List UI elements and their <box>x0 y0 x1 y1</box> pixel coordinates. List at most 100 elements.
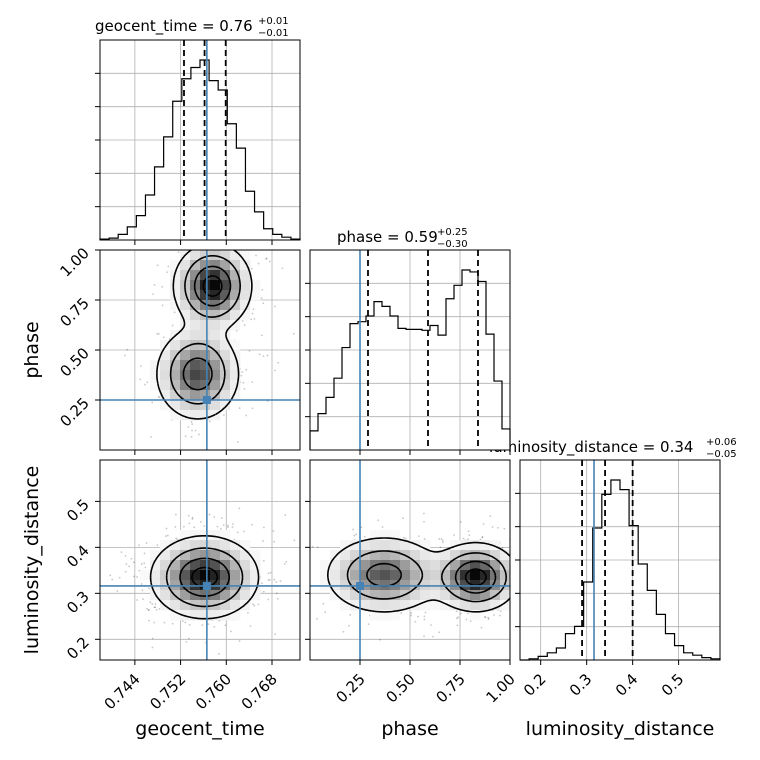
ylabel-phase: phase <box>21 321 43 378</box>
density-phase-vs-luminosity-distance-cell-5-10 <box>360 560 371 571</box>
density-geocent-time-vs-luminosity-distance-cell-10-14 <box>200 600 211 611</box>
density-geocent-time-vs-phase-sample-604 <box>258 353 261 356</box>
density-geocent-time-vs-luminosity-distance-sample-65 <box>300 551 302 553</box>
yticklabel-phase-2: 0.75 <box>56 294 92 330</box>
density-geocent-time-vs-phase-cell-12-9 <box>220 340 231 351</box>
density-phase-vs-luminosity-distance-cell-6-14 <box>370 600 381 611</box>
density-phase-vs-luminosity-distance-sample-227 <box>513 587 515 589</box>
density-phase-vs-luminosity-distance-cell-10-9 <box>410 550 421 561</box>
density-geocent-time-vs-luminosity-distance-sample-334 <box>118 576 121 579</box>
density-phase-vs-luminosity-distance-sample-544 <box>423 538 426 540</box>
density-geocent-time-vs-luminosity-distance-sample-404 <box>120 551 123 553</box>
density-geocent-time-vs-phase-sample-239 <box>157 332 160 335</box>
density-geocent-time-vs-phase-cell-12-6 <box>220 310 231 321</box>
density-geocent-time-vs-phase-sample-331 <box>251 407 254 410</box>
density-geocent-time-vs-phase-sample-627 <box>208 420 211 423</box>
density-geocent-time-vs-luminosity-distance-cell-6-10 <box>160 560 171 571</box>
density-geocent-time-vs-luminosity-distance-cell-7-15 <box>170 610 181 621</box>
density-geocent-time-vs-luminosity-distance-sample-150 <box>222 524 225 526</box>
density-geocent-time-vs-phase-sample-631 <box>151 401 154 404</box>
density-geocent-time-vs-phase-cell-8-13 <box>180 380 191 391</box>
density-geocent-time-vs-luminosity-distance-sample-41 <box>227 526 229 529</box>
density-geocent-time-vs-luminosity-distance-cell-11-12 <box>210 580 221 591</box>
density-geocent-time-vs-luminosity-distance-sample-178 <box>132 561 135 564</box>
density-geocent-time-vs-luminosity-distance-cell-7-9 <box>170 550 181 561</box>
density-geocent-time-vs-phase-cell-12-10 <box>220 350 231 361</box>
density-phase-vs-luminosity-distance-sample-296 <box>418 535 420 538</box>
density-geocent-time-vs-luminosity-distance-cell-9-11 <box>190 570 201 581</box>
hist-geocent-time-frame <box>99 39 301 241</box>
density-geocent-time-vs-phase-cell-13-11 <box>230 360 241 371</box>
density-geocent-time-vs-luminosity-distance-sample-613 <box>238 640 241 642</box>
density-geocent-time-vs-luminosity-distance-sample-322 <box>219 527 222 530</box>
density-phase-vs-luminosity-distance-cell-13-13 <box>440 590 451 601</box>
density-geocent-time-vs-luminosity-distance-cell-8-13 <box>180 590 191 601</box>
title-luminosity-distance-minus: −0.05 <box>706 449 737 460</box>
density-geocent-time-vs-phase-content <box>100 250 300 450</box>
density-geocent-time-vs-luminosity-distance-cell-7-10 <box>170 560 181 571</box>
density-geocent-time-vs-phase-sample-637 <box>251 312 254 315</box>
density-geocent-time-vs-luminosity-distance-sample-282 <box>275 581 278 583</box>
density-phase-vs-luminosity-distance-cell-2-13 <box>330 590 341 601</box>
density-geocent-time-vs-phase-cell-12-0 <box>220 250 231 261</box>
density-geocent-time-vs-phase-cell-13-2 <box>230 270 241 281</box>
density-phase-vs-luminosity-distance-sample-681 <box>379 638 382 641</box>
density-phase-vs-luminosity-distance-sample-524 <box>481 536 484 539</box>
density-phase-vs-luminosity-distance-cell-3-14 <box>340 600 351 611</box>
density-geocent-time-vs-luminosity-distance-cell-11-7 <box>210 530 221 541</box>
density-phase-vs-luminosity-distance-cell-5-14 <box>360 600 371 611</box>
density-geocent-time-vs-phase-sample-49 <box>237 441 239 443</box>
density-geocent-time-vs-luminosity-distance-cell-11-9 <box>210 550 221 561</box>
density-geocent-time-vs-luminosity-distance-sample-22 <box>125 563 128 566</box>
density-geocent-time-vs-luminosity-distance-sample-585 <box>187 514 190 517</box>
density-geocent-time-vs-luminosity-distance-sample-98 <box>208 513 211 516</box>
xticklabel-phase-2: 0.75 <box>432 670 468 706</box>
density-geocent-time-vs-phase-cell-9-8 <box>190 330 201 341</box>
density-phase-vs-luminosity-distance-sample-206 <box>491 526 494 528</box>
density-geocent-time-vs-luminosity-distance-sample-420 <box>207 623 210 626</box>
density-phase-vs-luminosity-distance-cell-3-8 <box>340 540 351 551</box>
density-phase-vs-luminosity-distance-sample-278 <box>414 620 417 623</box>
density-geocent-time-vs-luminosity-distance-cell-13-14 <box>230 600 241 611</box>
density-geocent-time-vs-luminosity-distance-sample-440 <box>267 579 270 581</box>
density-geocent-time-vs-luminosity-distance-sample-499 <box>243 530 245 533</box>
density-phase-vs-luminosity-distance-cell-6-8 <box>370 540 381 551</box>
density-geocent-time-vs-phase-cell-5-12 <box>150 370 161 381</box>
density-phase-vs-luminosity-distance-sample-608 <box>455 610 458 613</box>
density-geocent-time-vs-phase-sample-442 <box>191 423 194 426</box>
density-geocent-time-vs-luminosity-distance-sample-677 <box>153 606 156 609</box>
density-geocent-time-vs-luminosity-distance-sample-254 <box>251 523 253 526</box>
density-phase-vs-luminosity-distance-cell-19-14 <box>500 600 510 611</box>
density-phase-vs-luminosity-distance-cell-9-14 <box>400 600 411 611</box>
density-phase-vs-luminosity-distance-cell-14-14 <box>450 600 461 611</box>
density-geocent-time-vs-luminosity-distance-cell-15-9 <box>250 550 261 561</box>
density-geocent-time-vs-luminosity-distance-sample-123 <box>185 640 188 643</box>
density-geocent-time-vs-phase-cell-11-8 <box>210 330 221 341</box>
density-geocent-time-vs-phase-cell-12-7 <box>220 320 231 331</box>
density-geocent-time-vs-phase-sample-443 <box>255 254 257 257</box>
density-phase-vs-luminosity-distance-cell-8-11 <box>390 570 401 581</box>
density-geocent-time-vs-phase-sample-576 <box>248 349 251 352</box>
yticklabel-phase-1: 0.50 <box>56 344 92 380</box>
density-geocent-time-vs-luminosity-distance-sample-542 <box>136 576 138 578</box>
density-geocent-time-vs-phase-cell-10-13 <box>200 380 211 391</box>
density-phase-vs-luminosity-distance-cell-15-8 <box>460 540 471 551</box>
density-geocent-time-vs-luminosity-distance-cell-12-13 <box>220 590 231 601</box>
density-geocent-time-vs-phase-cell-6-14 <box>160 390 171 401</box>
density-geocent-time-vs-phase-cell-11-6 <box>210 310 221 321</box>
yticklabel-luminosity-distance-1: 0.3 <box>63 587 93 617</box>
density-phase-vs-luminosity-distance-cell-9-10 <box>400 560 411 571</box>
density-phase-vs-luminosity-distance-sample-12 <box>410 614 412 617</box>
density-geocent-time-vs-phase-sample-254 <box>161 304 164 307</box>
density-geocent-time-vs-luminosity-distance-sample-3 <box>175 537 177 540</box>
density-phase-vs-luminosity-distance-cell-19-9 <box>500 550 510 561</box>
density-phase-vs-luminosity-distance-cell-9-8 <box>400 540 411 551</box>
density-geocent-time-vs-luminosity-distance-sample-689 <box>273 578 276 581</box>
density-geocent-time-vs-phase-cell-13-5 <box>230 300 241 311</box>
density-geocent-time-vs-luminosity-distance-cell-7-8 <box>170 540 181 551</box>
density-geocent-time-vs-luminosity-distance-frame <box>99 459 301 661</box>
hist-geocent-time <box>95 39 301 245</box>
density-geocent-time-vs-phase-cell-9-11 <box>190 360 201 371</box>
density-geocent-time-vs-luminosity-distance-cell-9-12 <box>190 580 201 591</box>
density-geocent-time-vs-phase-cell-8-14 <box>180 390 191 401</box>
